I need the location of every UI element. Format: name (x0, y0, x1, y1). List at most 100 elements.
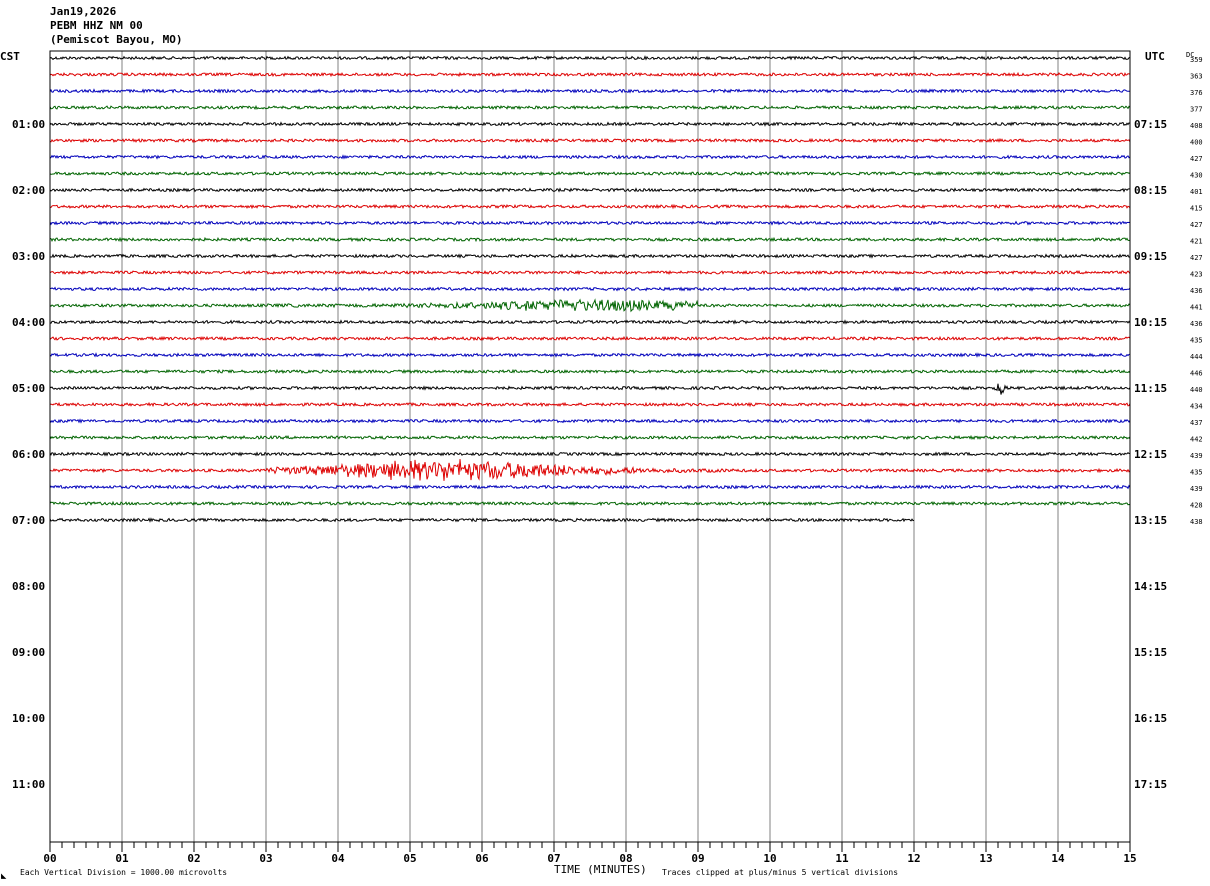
dc-offset-label: 439 (1190, 485, 1203, 493)
dc-offset-label: 446 (1190, 370, 1203, 378)
x-tick-label: 07 (547, 852, 560, 865)
x-tick-label: 06 (475, 852, 489, 865)
dc-offset-label: 439 (1190, 452, 1203, 460)
right-hour-label: 13:15 (1134, 514, 1167, 527)
dc-offset-label: 408 (1190, 122, 1203, 130)
scale-note: Each Vertical Division = 1000.00 microvo… (20, 868, 227, 877)
dc-offset-label: 401 (1190, 188, 1203, 196)
dc-offset-label: 427 (1190, 221, 1203, 229)
seismogram-traces (49, 55, 1131, 523)
dc-offset-label: 359 (1190, 56, 1203, 64)
dc-offset-label: 377 (1190, 106, 1203, 114)
right-hour-label: 09:15 (1134, 250, 1167, 263)
seismogram-trace (49, 352, 1131, 358)
dc-offset-label: 436 (1190, 287, 1203, 295)
dc-offset-label: 430 (1190, 172, 1203, 180)
x-tick-label: 00 (43, 852, 56, 865)
x-tick-label: 08 (619, 852, 632, 865)
dc-offset-label: 441 (1190, 304, 1203, 312)
dc-offset-label: 423 (1190, 271, 1203, 279)
left-hour-label: 07:00 (12, 514, 45, 527)
seismogram-trace (49, 71, 1131, 78)
seismogram-trace (49, 203, 1131, 210)
dc-header: DC (1186, 51, 1194, 59)
left-hour-label: 02:00 (12, 184, 45, 197)
plot-frame (49, 50, 1131, 843)
seismogram-trace (49, 500, 1131, 507)
seismogram-trace (49, 154, 1131, 160)
right-zone-label: UTC (1145, 50, 1165, 63)
seismogram-trace (49, 383, 1131, 395)
x-tick-label: 13 (979, 852, 992, 865)
plot-date: Jan19,2026 (50, 5, 117, 18)
seismogram-trace (49, 517, 915, 523)
seismogram-trace (49, 170, 1131, 177)
seismogram-trace (49, 368, 1131, 375)
left-zone-label: CST (0, 50, 20, 63)
seismogram-trace (49, 484, 1131, 490)
dc-offset-label: 440 (1190, 386, 1203, 394)
dc-offset-label: 427 (1190, 155, 1203, 163)
x-tick-label: 09 (691, 852, 704, 865)
seismogram-trace (49, 451, 1131, 457)
dc-offset-label: 428 (1190, 502, 1203, 510)
seismogram-trace (49, 401, 1131, 408)
x-axis-ticks (49, 842, 1131, 852)
right-hour-label: 17:15 (1134, 778, 1167, 791)
right-hour-label: 07:15 (1134, 118, 1167, 131)
dc-offset-label: 376 (1190, 89, 1203, 97)
dc-offset-label: 444 (1190, 353, 1203, 361)
seismogram-trace (49, 459, 1131, 481)
x-axis-label: TIME (MINUTES) (554, 863, 647, 876)
seismogram-trace (49, 121, 1131, 127)
x-tick-label: 05 (403, 852, 416, 865)
seismogram-trace (49, 286, 1131, 292)
clip-note: Traces clipped at plus/minus 5 vertical … (662, 868, 898, 877)
seismogram-trace (49, 88, 1131, 94)
corner-mark: ◣ (1, 872, 7, 880)
seismogram-trace (49, 319, 1131, 325)
dc-offset-label: 421 (1190, 238, 1203, 246)
x-tick-label: 02 (187, 852, 200, 865)
left-hour-label: 05:00 (12, 382, 45, 395)
right-hour-label: 16:15 (1134, 712, 1167, 725)
dc-offset-label: 435 (1190, 469, 1203, 477)
left-hour-label: 11:00 (12, 778, 45, 791)
right-hour-label: 14:15 (1134, 580, 1167, 593)
x-tick-label: 15 (1123, 852, 1136, 865)
station-code: PEBM HHZ NM 00 (50, 19, 143, 32)
seismogram-trace (49, 335, 1131, 342)
dc-offset-label: 427 (1190, 254, 1203, 262)
seismogram-trace (49, 55, 1131, 61)
seismogram-trace (49, 236, 1131, 243)
seismogram-trace (49, 187, 1130, 193)
dc-offset-label: 435 (1190, 337, 1203, 345)
x-tick-label: 10 (763, 852, 776, 865)
x-tick-label: 03 (259, 852, 272, 865)
dc-offset-label: 363 (1190, 73, 1203, 81)
right-hour-label: 08:15 (1134, 184, 1167, 197)
dc-offset-label: 438 (1190, 518, 1203, 526)
left-hour-label: 03:00 (12, 250, 45, 263)
right-hour-label: 15:15 (1134, 646, 1167, 659)
x-tick-label: 04 (331, 852, 345, 865)
axis-labels: 00 01 02 03 04 05 06 07 08 09 10 11 12 13 14 15 01:00 02:… (12, 56, 1203, 865)
left-hour-label: 06:00 (12, 448, 45, 461)
left-hour-label: 09:00 (12, 646, 45, 659)
dc-offset-label: 436 (1190, 320, 1203, 328)
seismogram-trace (49, 220, 1131, 226)
dc-offset-label: 434 (1190, 403, 1203, 411)
seismogram-trace (49, 269, 1131, 276)
right-hour-label: 11:15 (1134, 382, 1167, 395)
seismogram-trace (49, 434, 1131, 441)
left-hour-label: 10:00 (12, 712, 45, 725)
seismogram-trace (49, 104, 1131, 111)
time-grid (121, 51, 1059, 842)
dc-offset-label: 437 (1190, 419, 1203, 427)
x-tick-label: 12 (907, 852, 920, 865)
dc-offset-label: 400 (1190, 139, 1203, 147)
seismogram-trace (49, 418, 1131, 424)
dc-offset-label: 442 (1190, 436, 1203, 444)
seismogram-trace (49, 253, 1131, 259)
